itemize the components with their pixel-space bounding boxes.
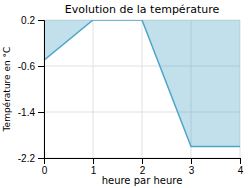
y-axis-title: Température en °C xyxy=(2,47,12,133)
x-tick-label: 3 xyxy=(189,165,195,176)
y-tick-mark xyxy=(38,112,44,113)
x-tick: 1 xyxy=(91,158,97,176)
title: Evolution de la température xyxy=(65,3,220,16)
plot: 0 1 2 3 4 0.2 -0.6 -1.4 -2.2 xyxy=(18,15,244,176)
x-tick: 2 xyxy=(140,158,146,176)
y-tick-mark xyxy=(38,20,44,21)
y-tick-label: -2.2 xyxy=(18,153,36,164)
grid xyxy=(44,20,240,158)
y-tick-label: -1.4 xyxy=(18,107,36,118)
y-tick: 0.2 xyxy=(21,15,44,26)
y-tick: -1.4 xyxy=(18,107,44,118)
marks xyxy=(44,20,240,147)
x-tick-label: 0 xyxy=(42,165,48,176)
x-tick-mark xyxy=(191,158,192,164)
x-tick-label: 4 xyxy=(238,165,244,176)
y-tick: -0.6 xyxy=(18,61,44,72)
x-tick-mark xyxy=(240,158,241,164)
x-tick: 4 xyxy=(238,158,244,176)
x-grid-line xyxy=(142,20,143,158)
x-tick-mark xyxy=(142,158,143,164)
y-tick-label: 0.2 xyxy=(21,15,35,26)
y-axis-line xyxy=(38,21,45,159)
x-axis-line xyxy=(45,159,241,165)
x-tick: 0 xyxy=(42,158,48,176)
x-axis-title: heure par heure xyxy=(102,175,183,186)
chart-svg: 0 1 2 3 4 0.2 -0.6 -1.4 -2.2 Evolution de la temp… xyxy=(0,0,250,188)
x-tick-label: 1 xyxy=(91,165,97,176)
area xyxy=(44,20,240,147)
x-axis: 0 1 2 3 4 xyxy=(42,158,244,176)
x-tick-mark xyxy=(93,158,94,164)
y-tick: -2.2 xyxy=(18,153,44,164)
y-tick-mark xyxy=(38,66,44,67)
y-tick-label: -0.6 xyxy=(18,61,36,72)
line xyxy=(44,20,240,147)
x-grid-line xyxy=(93,20,94,158)
x-tick: 3 xyxy=(189,158,195,176)
y-tick-mark xyxy=(38,158,44,159)
chart-container: 0 1 2 3 4 0.2 -0.6 -1.4 -2.2 Evolution de la temp… xyxy=(0,0,250,188)
y-axis: 0.2 -0.6 -1.4 -2.2 xyxy=(18,15,45,164)
